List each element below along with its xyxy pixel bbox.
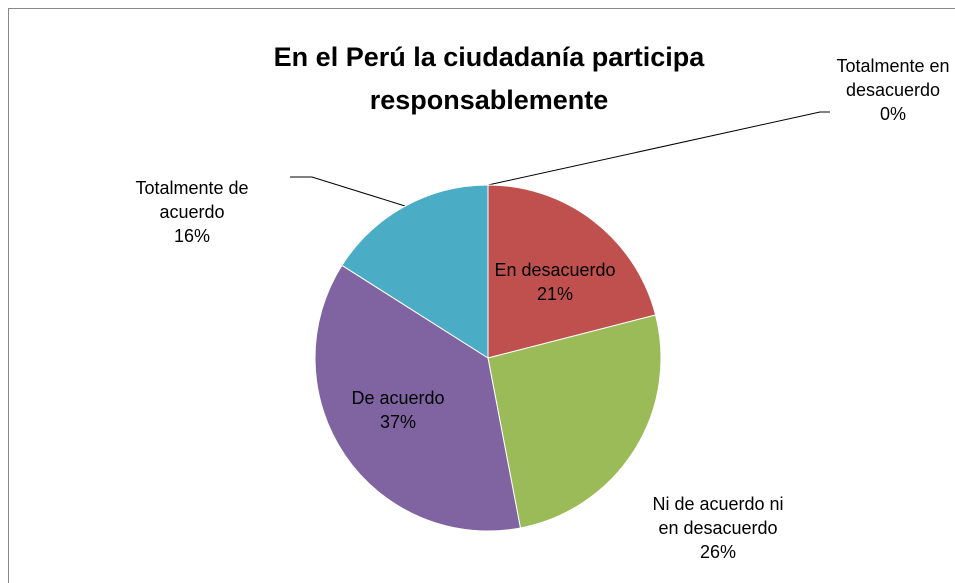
leader-line <box>290 176 406 207</box>
value-label: 26% <box>699 542 737 562</box>
category-label: Ni de acuerdo ni en desacuerdo <box>652 494 784 538</box>
pie-slice <box>487 314 662 529</box>
value-label: 21% <box>536 284 574 304</box>
leader-line <box>487 111 830 186</box>
pie-slice <box>341 184 489 359</box>
value-label: 37% <box>379 412 417 432</box>
data-label: Totalmente de acuerdo 16% <box>102 176 282 248</box>
category-label: Totalmente en desacuerdo <box>836 56 950 100</box>
data-label: En desacuerdo 21% <box>490 258 620 306</box>
category-label: Totalmente de acuerdo <box>135 178 249 222</box>
data-label: Totalmente en desacuerdo 0% <box>828 54 955 126</box>
pie-slice <box>314 264 522 532</box>
value-label: 0% <box>879 104 906 124</box>
pie-slice <box>487 184 657 359</box>
chart-title: En el Perú la ciudadanía participa respo… <box>273 42 705 115</box>
data-label: De acuerdo 37% <box>323 386 473 434</box>
category-label: En desacuerdo <box>494 260 616 280</box>
value-label: 16% <box>173 226 211 246</box>
data-label: Ni de acuerdo ni en desacuerdo 26% <box>643 492 793 564</box>
category-label: De acuerdo <box>351 388 445 408</box>
